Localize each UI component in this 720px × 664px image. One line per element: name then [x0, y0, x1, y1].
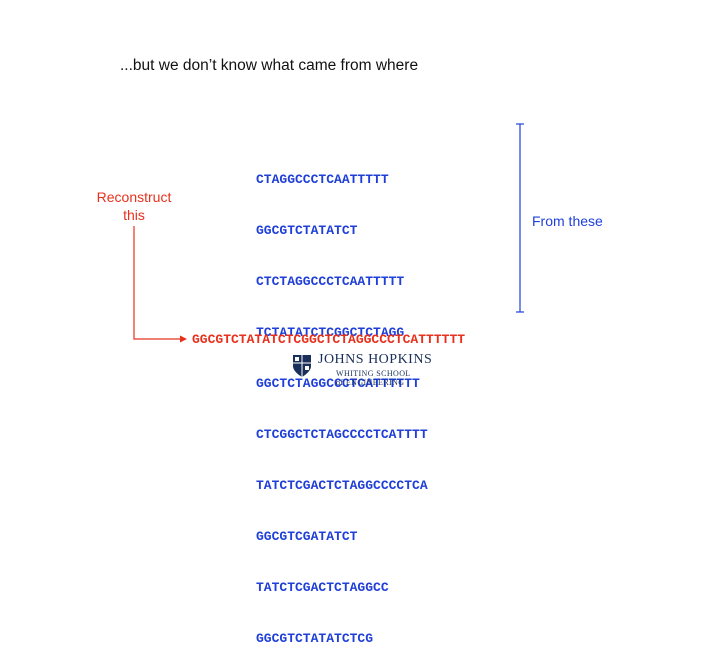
reads-bracket [516, 123, 524, 313]
annotation-lines [133, 123, 524, 343]
read-item: CTCGGCTCTAGCCCCTCATTTT [256, 427, 428, 442]
read-item: GGCGTCGATATCT [256, 529, 358, 544]
logo-university-name: JOHNS HOPKINS [318, 352, 433, 367]
jhu-logo: JOHNS HOPKINS WHITING SCHOOL of ENGINEER… [292, 352, 432, 388]
read-item: GGCTCTAGGCCCTCATTTTTT [256, 376, 420, 391]
read-item: TATCTCGACTCTAGGCCCCTCA [256, 478, 428, 493]
read-item: TCTATATCTCGGCTCTAGG [256, 325, 405, 340]
read-item: CTAGGCCCTCAATTTTT [256, 172, 389, 187]
arrowhead-icon [180, 335, 187, 343]
read-item: CTCTAGGCCCTCAATTTTT [256, 274, 405, 289]
slide-headline: ...but we don’t know what came from wher… [120, 57, 419, 74]
read-item: GGCGTCTATATCTCG [256, 631, 374, 646]
reconstructed-genome: GGCGTCTATATCTCGGCTCTAGGCCCTCATTTTTT [192, 332, 466, 347]
reconstruct-label: Reconstruct this [84, 188, 184, 224]
logo-school-name: WHITING SCHOOL of ENGINEERING [336, 369, 411, 387]
from-these-label: From these [532, 213, 603, 229]
read-item: TATCTCGACTCTAGGCC [256, 580, 389, 595]
read-item: GGCGTCTATATCT [256, 223, 358, 238]
reconstruct-label-line1: Reconstruct [96, 189, 172, 205]
reconstruct-arrow [133, 226, 182, 340]
reconstruct-label-line2: this [123, 207, 145, 223]
shield-icon [293, 355, 311, 377]
logo-school-line1: WHITING SCHOOL [336, 369, 411, 378]
logo-school-line2: of ENGINEERING [336, 378, 405, 387]
